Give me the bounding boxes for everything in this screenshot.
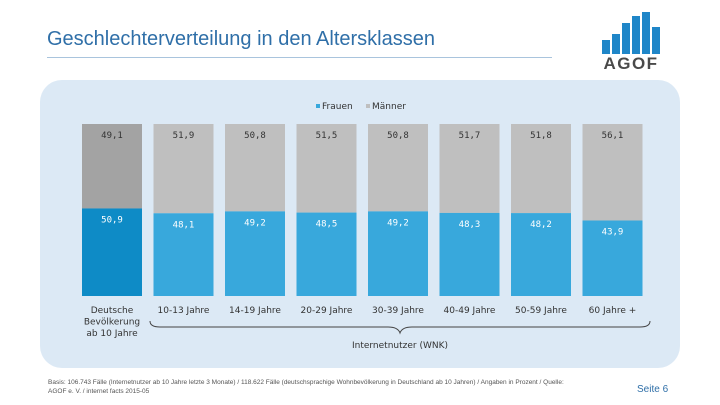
chart-panel <box>40 80 680 368</box>
footnote: Basis: 106.743 Fälle (Internetnutzer ab … <box>48 379 564 395</box>
category-label-3: 20-29 Jahre <box>301 306 353 316</box>
bar-group <box>82 124 643 296</box>
category-label-line: Bevölkerung <box>84 318 140 328</box>
value-label-frauen-1: 48,1 <box>173 220 195 230</box>
category-label-6: 50-59 Jahre <box>515 306 567 316</box>
bar-maenner-7 <box>582 124 643 221</box>
agof-logo: AGOF <box>602 12 660 70</box>
bar-frauen-2 <box>225 211 285 296</box>
legend-label-1: Männer <box>372 102 406 112</box>
bar-frauen-4 <box>368 211 428 296</box>
value-label-frauen-6: 48,2 <box>530 220 552 230</box>
category-label-line: 14-19 Jahre <box>229 306 281 316</box>
category-label-line: ab 10 Jahre <box>86 329 138 339</box>
bar-maenner-3 <box>296 124 357 213</box>
value-label-maenner-3: 51,5 <box>316 131 338 141</box>
category-label-0: Deutsche Bevölkerung ab 10 Jahre <box>84 306 140 339</box>
logo-bar-3 <box>622 23 630 54</box>
category-label-7: 60 Jahre + <box>589 306 637 316</box>
logo-bar-2 <box>612 34 620 54</box>
title-divider <box>47 57 552 58</box>
category-label-2: 14-19 Jahre <box>229 306 281 316</box>
category-label-line: 20-29 Jahre <box>301 306 353 316</box>
bar-frauen-6 <box>511 213 571 296</box>
value-label-frauen-3: 48,5 <box>316 220 338 230</box>
value-label-maenner-0: 49,1 <box>101 131 123 141</box>
logo-text: AGOF <box>603 54 658 70</box>
bar-frauen-3 <box>296 212 357 296</box>
value-label-maenner-1: 51,9 <box>173 131 195 141</box>
category-label-line: 60 Jahre + <box>589 306 637 316</box>
legend-label-0: Frauen <box>322 102 353 112</box>
category-label-5: 40-49 Jahre <box>444 306 496 316</box>
bar-frauen-1 <box>153 213 214 296</box>
legend-swatch-0 <box>316 104 320 108</box>
category-label-line: 50-59 Jahre <box>515 306 567 316</box>
value-label-frauen-2: 49,2 <box>244 218 266 228</box>
bar-frauen-7 <box>582 220 643 296</box>
value-label-frauen-4: 49,2 <box>387 218 409 228</box>
bar-frauen-0 <box>82 208 142 296</box>
category-label-line: 10-13 Jahre <box>158 306 210 316</box>
group-label: Internetnutzer (WNK) <box>352 341 448 351</box>
logo-bar-1 <box>602 40 610 54</box>
legend-swatch-1 <box>366 104 370 108</box>
logo-bar-4 <box>632 16 640 54</box>
page-title: Geschlechterverteilung in den Altersklas… <box>47 28 435 50</box>
value-label-frauen-5: 48,3 <box>459 220 481 230</box>
bar-maenner-5 <box>439 124 500 213</box>
bar-maenner-4 <box>368 124 428 212</box>
bar-maenner-0 <box>82 124 142 209</box>
category-label-line: 40-49 Jahre <box>444 306 496 316</box>
value-label-frauen-0: 50,9 <box>101 215 123 225</box>
category-label-1: 10-13 Jahre <box>158 306 210 316</box>
bar-maenner-6 <box>511 124 571 214</box>
category-label-line: Deutsche <box>91 306 134 316</box>
page-number: Seite 6 <box>637 384 669 395</box>
category-label-4: 30-39 Jahre <box>372 306 424 316</box>
value-label-maenner-2: 50,8 <box>244 131 266 141</box>
value-label-maenner-4: 50,8 <box>387 131 409 141</box>
value-label-group: 49,1 50,9 51,9 48,1 50,8 49,2 51,5 48,5 50,8 49,2… <box>101 131 623 237</box>
logo-bar-6 <box>652 27 660 54</box>
chart-legend: Frauen Männer <box>316 102 406 112</box>
value-label-frauen-7: 43,9 <box>602 227 624 237</box>
category-label-group: Deutsche Bevölkerung ab 10 Jahre 10-13 Jahr… <box>84 306 636 339</box>
group-brace <box>149 320 651 335</box>
category-label-line: 30-39 Jahre <box>372 306 424 316</box>
value-label-maenner-6: 51,8 <box>530 131 552 141</box>
bar-maenner-1 <box>153 124 214 214</box>
value-label-maenner-5: 51,7 <box>459 131 481 141</box>
value-label-maenner-7: 56,1 <box>602 131 624 141</box>
logo-bar-5 <box>642 12 650 54</box>
bar-maenner-2 <box>225 124 285 212</box>
bar-frauen-5 <box>439 212 500 296</box>
